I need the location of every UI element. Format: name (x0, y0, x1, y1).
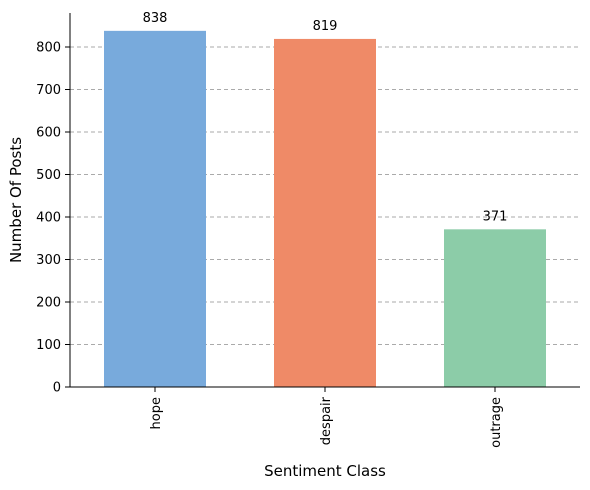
y-tick-label: 600 (36, 126, 61, 141)
y-tick-label: 200 (36, 296, 61, 311)
data-labels: 838 819 371 (143, 11, 508, 224)
data-label-despair: 819 (313, 19, 338, 34)
bar-outrage (444, 229, 546, 387)
y-tick-label: 100 (36, 338, 61, 353)
y-axis-ticks: 0 100 200 300 400 500 600 700 800 (36, 41, 70, 396)
y-tick-label: 700 (36, 83, 61, 98)
x-axis-title: Sentiment Class (264, 462, 386, 480)
bar-hope (104, 30, 206, 387)
data-label-outrage: 371 (483, 209, 508, 224)
y-tick-label: 500 (36, 168, 61, 183)
y-axis-title: Number Of Posts (7, 137, 25, 263)
y-tick-label: 300 (36, 253, 61, 268)
y-tick-label: 400 (36, 211, 61, 226)
data-label-hope: 838 (143, 11, 168, 26)
bars (104, 30, 546, 388)
y-tick-label: 800 (36, 41, 61, 56)
x-tick-label-despair: despair (319, 396, 334, 445)
x-tick-label-hope: hope (149, 397, 164, 429)
bar-despair (274, 38, 376, 388)
x-axis-ticks: hope despair outrage (149, 387, 504, 448)
y-tick-label: 0 (53, 381, 61, 396)
x-tick-label-outrage: outrage (489, 397, 504, 448)
